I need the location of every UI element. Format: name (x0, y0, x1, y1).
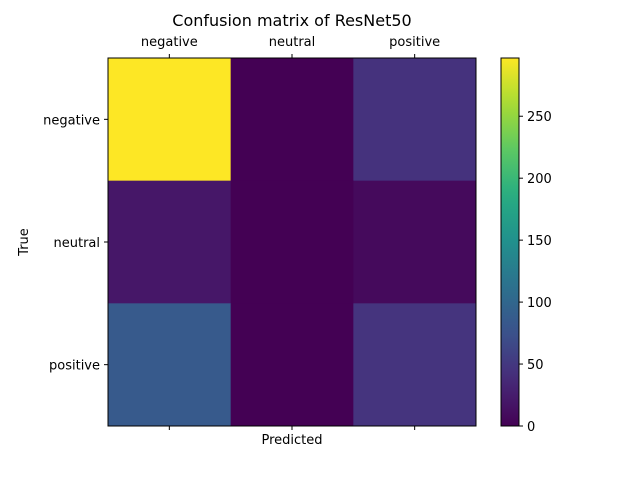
heatmap-cell (230, 180, 354, 304)
heatmap-cell (108, 58, 232, 182)
chart-title: Confusion matrix of ResNet50 (172, 11, 411, 30)
colorbar-tick-label: 50 (527, 358, 544, 373)
heatmap-cell (353, 58, 477, 182)
y-tick-label: positive (49, 359, 100, 374)
x-axis-label: Predicted (261, 433, 322, 448)
heatmap-cells (108, 58, 477, 427)
x-tick-label: positive (389, 35, 440, 50)
y-axis-ticks: negative neutral positive (43, 113, 108, 374)
colorbar-tick-label: 150 (527, 234, 552, 249)
x-tick-label: neutral (269, 35, 316, 50)
y-axis-label: True (17, 228, 32, 257)
x-axis-ticks: negative neutral positive (141, 35, 440, 430)
colorbar-tick-label: 0 (527, 420, 535, 435)
colorbar-ticks: 0 50 100 150 200 250 (519, 110, 552, 435)
heatmap-cell (230, 303, 354, 427)
colorbar (500, 57, 520, 427)
heatmap-cell (353, 180, 477, 304)
y-tick-label: negative (43, 113, 100, 128)
x-tick-label: negative (141, 35, 198, 50)
heatmap-cell (353, 303, 477, 427)
colorbar-tick-label: 200 (527, 172, 552, 187)
heatmap-cell (108, 303, 232, 427)
colorbar-tick-label: 250 (527, 110, 552, 125)
colorbar-tick-label: 100 (527, 296, 552, 311)
heatmap-cell (108, 180, 232, 304)
y-tick-label: neutral (54, 236, 101, 251)
heatmap-cell (230, 58, 354, 182)
